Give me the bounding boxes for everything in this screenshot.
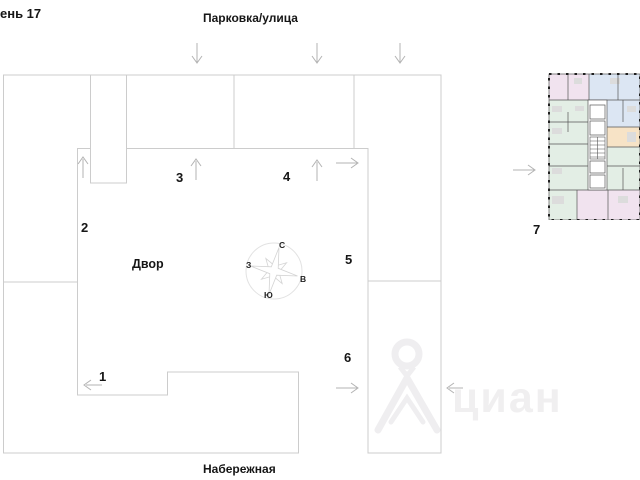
building-outline-group [3,74,442,454]
section-label-3: 3 [176,170,184,185]
arrow-left-icon-section1 [83,379,102,391]
floorplan-furniture [552,78,636,204]
arrow-right-icon-section5 [336,157,359,169]
stair-tower-walls [90,75,127,149]
section-label-2: 2 [81,220,89,235]
floorplan-room-pink-top [549,74,589,100]
section7-floorplan [548,73,640,220]
floorplan-stair [589,136,606,160]
compass-north-label: С [279,240,286,250]
arrow-up-icon-section2 [77,156,89,178]
section-label-4: 4 [283,169,291,184]
section-label-5: 5 [345,252,353,267]
arrow-down-icon-1 [191,43,203,64]
street-label-parking: Парковка/улица [203,11,298,25]
arrow-right-icon-section6 [336,382,359,394]
floorplan-perimeter-ticks [548,73,640,220]
arrow-right-icon-section7 [513,164,536,176]
arrow-down-icon-3 [394,43,406,64]
level-title: ень 17 [0,6,42,21]
floorplan-room-green-bottom [549,190,577,220]
cian-watermark-text: циан [452,374,563,422]
floorplan-room-green-left [549,100,588,190]
section-label-6: 6 [344,350,352,365]
arrow-down-icon-2 [311,43,323,64]
floorplan-room-blue-right [607,100,640,127]
floorplan-room-pink-bottom [577,190,640,220]
compass-south-label: Ю [264,290,273,300]
compass-west-label: З [246,260,252,270]
entrance-arrows [77,43,536,394]
floorplan-room-green-right [607,147,640,190]
arrow-up-icon-section4 [311,159,323,181]
street-label-embankment: Набережная [203,462,276,476]
building-outline [3,74,442,454]
section-label-1: 1 [99,369,107,384]
floorplan-room-blue-top [589,74,640,100]
arrow-up-icon-section3 [190,158,202,180]
courtyard-label: Двор [132,257,164,271]
section-label-7: 7 [533,222,541,237]
compass-rose-icon [245,242,303,300]
compass-east-label: В [300,274,307,284]
cian-watermark-icon [374,338,441,434]
arrow-left-icon-right-wing [446,382,463,394]
